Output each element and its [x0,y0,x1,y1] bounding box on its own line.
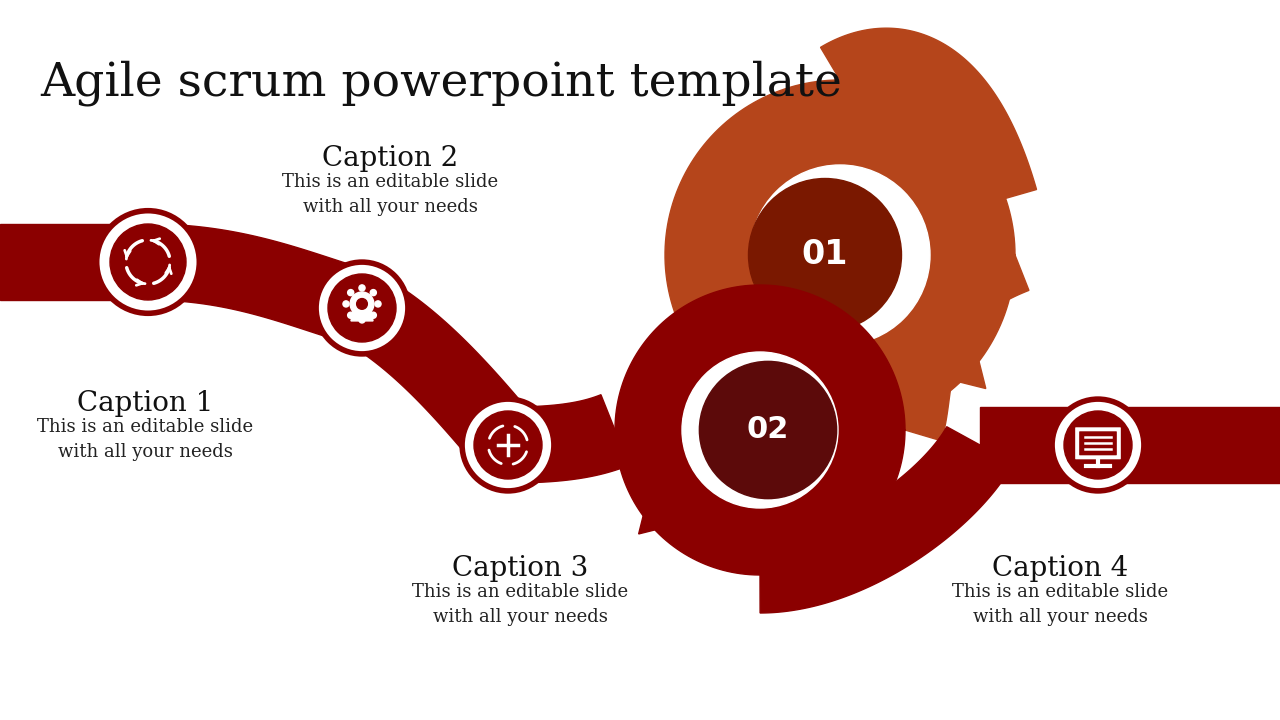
Circle shape [370,312,376,318]
Polygon shape [980,407,1098,483]
Circle shape [1064,411,1132,479]
Polygon shape [1098,407,1280,483]
Circle shape [343,301,349,307]
Circle shape [358,285,365,291]
Circle shape [1052,399,1144,491]
Circle shape [462,399,554,491]
Circle shape [348,289,353,296]
Circle shape [474,411,541,479]
Circle shape [351,292,374,316]
FancyBboxPatch shape [1080,432,1116,454]
Circle shape [316,262,408,354]
Polygon shape [351,311,372,321]
Polygon shape [869,220,1029,441]
Circle shape [699,361,837,499]
Circle shape [110,224,186,300]
Polygon shape [724,272,876,442]
Circle shape [682,352,838,508]
Circle shape [97,211,200,313]
Polygon shape [614,285,905,575]
Circle shape [357,299,367,310]
Circle shape [749,179,901,331]
Text: Caption 3: Caption 3 [452,555,588,582]
Polygon shape [639,507,666,534]
Polygon shape [954,357,986,389]
Text: Caption 2: Caption 2 [321,145,458,172]
Text: This is an editable slide
with all your needs: This is an editable slide with all your … [282,173,498,216]
Text: This is an editable slide
with all your needs: This is an editable slide with all your … [37,418,253,461]
Circle shape [375,301,381,307]
Text: This is an editable slide
with all your needs: This is an editable slide with all your … [412,583,628,626]
Circle shape [358,317,365,323]
FancyBboxPatch shape [1076,428,1120,459]
Circle shape [328,274,396,342]
Polygon shape [200,244,230,280]
Text: Caption 4: Caption 4 [992,555,1128,582]
Polygon shape [343,275,538,469]
Polygon shape [666,80,1015,430]
Polygon shape [760,427,1014,613]
Circle shape [370,289,376,296]
Polygon shape [820,28,1037,210]
Circle shape [750,165,931,345]
Text: 01: 01 [801,238,849,271]
Text: Caption 1: Caption 1 [77,390,214,417]
Text: 02: 02 [746,415,790,444]
Text: This is an editable slide
with all your needs: This is an editable slide with all your … [952,583,1169,626]
Text: Agile scrum powerpoint template: Agile scrum powerpoint template [40,60,842,106]
Polygon shape [0,224,148,300]
Circle shape [348,312,353,318]
Polygon shape [148,224,372,344]
Polygon shape [508,395,628,483]
